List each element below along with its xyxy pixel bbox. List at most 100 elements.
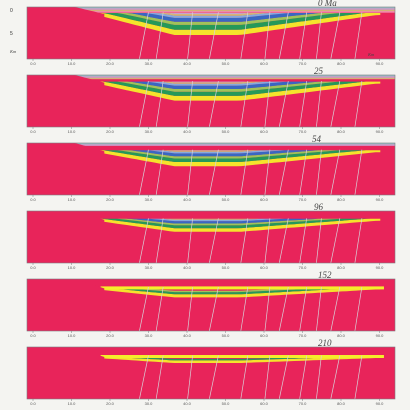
x-tick-label: 10.0 bbox=[68, 401, 77, 406]
x-tick-label: 40.0 bbox=[183, 197, 192, 202]
x-tick-label: 20.0 bbox=[106, 401, 115, 406]
x-tick-label: 0.0 bbox=[30, 333, 36, 338]
fault-line bbox=[209, 12, 219, 60]
fault-line bbox=[354, 149, 363, 196]
x-tick-label: 50.0 bbox=[222, 401, 231, 406]
age-label: 210 bbox=[318, 338, 332, 348]
x-tick-label: 20.0 bbox=[106, 333, 115, 338]
x-tick-label: 80.0 bbox=[337, 265, 346, 270]
age-label: 152 bbox=[318, 270, 332, 280]
x-tick-label: 90.0 bbox=[376, 129, 385, 134]
x-tick-label: 50.0 bbox=[222, 333, 231, 338]
section-panel-3: 0.0 10.0 20.0 30.0 40.0 50.0 60.0 70.0 80.0 90.0 9… bbox=[26, 202, 396, 270]
x-tick-label: 60.0 bbox=[260, 401, 269, 406]
left-shelf bbox=[27, 7, 105, 59]
panel-frame bbox=[26, 210, 396, 264]
age-label: 25 bbox=[314, 66, 324, 76]
left-shelf bbox=[27, 347, 105, 399]
layer-4 bbox=[93, 81, 381, 86]
layer-4 bbox=[93, 13, 381, 18]
layer-1 bbox=[93, 81, 381, 96]
layer-3 bbox=[93, 218, 381, 224]
x-tick-label: 70.0 bbox=[299, 129, 308, 134]
fault-line bbox=[139, 81, 149, 128]
fault-line bbox=[139, 286, 149, 332]
surface-band-1 bbox=[27, 8, 395, 10]
fault-line bbox=[240, 286, 249, 332]
fault-line bbox=[240, 12, 249, 60]
layer-0 bbox=[93, 218, 381, 232]
fault-line bbox=[187, 355, 193, 400]
x-tick-label: 60.0 bbox=[260, 129, 269, 134]
left-shelf bbox=[27, 143, 105, 195]
layer-1 bbox=[93, 13, 381, 30]
x-tick-label: 80.0 bbox=[337, 333, 346, 338]
fault-line bbox=[187, 218, 193, 264]
fault-line bbox=[299, 149, 308, 196]
fault-line bbox=[278, 81, 289, 128]
x-tick-label: 20.0 bbox=[106, 197, 115, 202]
fault-line bbox=[209, 218, 219, 264]
age-label: 96 bbox=[314, 202, 324, 212]
layer-2 bbox=[93, 13, 381, 25]
x-tick-label: 80.0 bbox=[337, 61, 346, 66]
x-tick-label: 90.0 bbox=[376, 401, 385, 406]
layer-4 bbox=[93, 150, 381, 154]
x-tick-label: 20.0 bbox=[106, 265, 115, 270]
depth-label: 5 bbox=[10, 31, 13, 37]
fault-line bbox=[354, 218, 363, 264]
layer-5 bbox=[93, 150, 381, 152]
fault-line bbox=[354, 286, 363, 332]
x-tick-label: 10.0 bbox=[68, 61, 77, 66]
surface-band-0 bbox=[27, 7, 395, 9]
surface-band-0 bbox=[27, 143, 395, 145]
x-tick-label: 50.0 bbox=[222, 197, 231, 202]
fault-line bbox=[264, 12, 271, 60]
fault-line bbox=[330, 12, 341, 60]
x-tick-label: 20.0 bbox=[106, 61, 115, 66]
left-shelf bbox=[27, 211, 105, 263]
fault-line bbox=[299, 81, 308, 128]
fault-line bbox=[330, 149, 341, 196]
fault-line bbox=[139, 12, 149, 60]
x-tick-label: 20.0 bbox=[106, 129, 115, 134]
fault-line bbox=[264, 355, 271, 400]
layer-4 bbox=[93, 218, 381, 222]
depth-label: Km bbox=[9, 49, 17, 54]
panel-frame bbox=[26, 142, 396, 196]
fault-line bbox=[187, 12, 193, 60]
x-tick-label: 30.0 bbox=[145, 265, 154, 270]
syn-rift-strip bbox=[100, 355, 384, 358]
fault-line bbox=[155, 286, 164, 332]
fault-line bbox=[330, 81, 341, 128]
layer-2 bbox=[93, 81, 381, 92]
fault-line bbox=[209, 355, 219, 400]
age-label: 54 bbox=[312, 134, 322, 144]
panel-frame bbox=[26, 278, 396, 332]
x-tick-label: 60.0 bbox=[260, 265, 269, 270]
x-tick-label: 10.0 bbox=[68, 333, 77, 338]
layer-5 bbox=[93, 13, 381, 16]
fault-line bbox=[209, 149, 219, 196]
surface-band-2 bbox=[27, 77, 395, 80]
fault-line bbox=[278, 355, 289, 400]
x-tick-label: 10.0 bbox=[68, 265, 77, 270]
fault-line bbox=[155, 355, 164, 400]
fault-line bbox=[209, 81, 219, 128]
layer-1 bbox=[93, 150, 381, 162]
layer-0 bbox=[93, 356, 381, 363]
x-tick-label: 80.0 bbox=[337, 129, 346, 134]
panel-frame bbox=[26, 346, 396, 400]
x-tick-label: 30.0 bbox=[145, 61, 154, 66]
fault-line bbox=[155, 218, 164, 264]
fault-line bbox=[187, 286, 193, 332]
x-tick-label: 60.0 bbox=[260, 61, 269, 66]
age-label: 0 Ma bbox=[318, 0, 337, 8]
fault-line bbox=[299, 12, 308, 60]
x-tick-label: 0.0 bbox=[30, 61, 36, 66]
section-panel-1: 0.0 10.0 20.0 30.0 40.0 50.0 60.0 70.0 80.0 90.0 2… bbox=[26, 66, 396, 134]
layer-5 bbox=[93, 218, 381, 220]
layer-2 bbox=[93, 150, 381, 159]
fault-line bbox=[240, 218, 249, 264]
